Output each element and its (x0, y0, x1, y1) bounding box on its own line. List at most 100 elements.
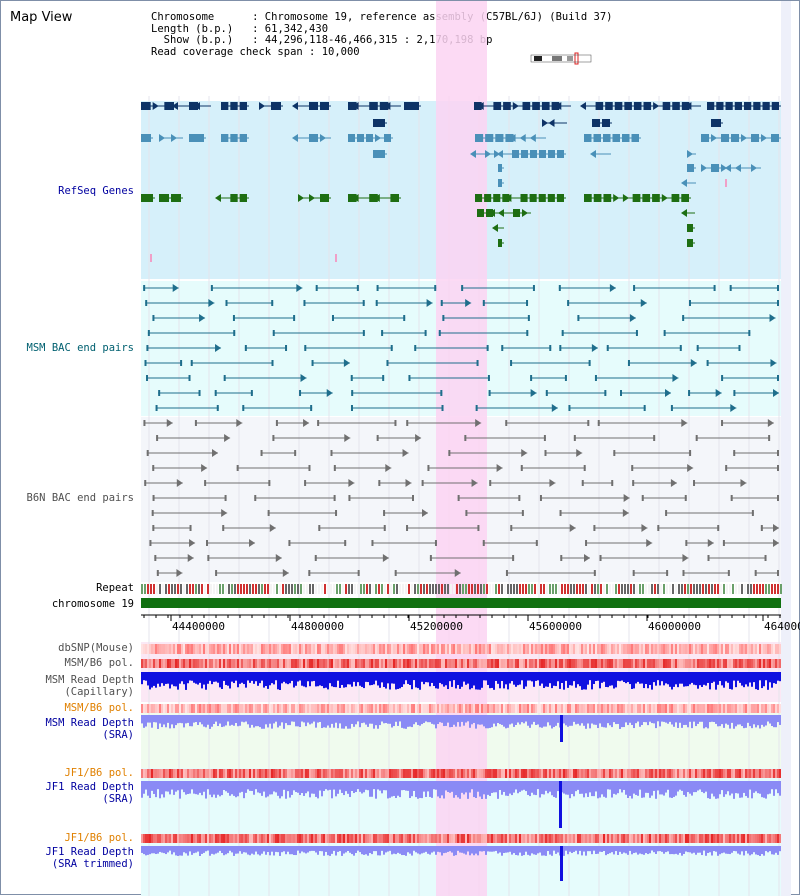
read-depth-bar (541, 846, 543, 856)
gene-exon (141, 194, 153, 202)
polymorphism-cell (285, 644, 287, 654)
polymorphism-cell (471, 704, 473, 713)
polymorphism-cell (323, 834, 325, 843)
polymorphism-cell (733, 769, 735, 778)
gene-exon (357, 134, 364, 142)
polymorphism-cell (335, 769, 337, 778)
read-depth-bar (623, 715, 625, 728)
read-depth-bar (435, 846, 437, 855)
polymorphism-cell (711, 644, 713, 654)
read-depth-bar (673, 715, 675, 727)
gene-exon (495, 134, 504, 142)
read-depth-bar (469, 781, 471, 793)
gene-exon (622, 134, 630, 142)
gene-strand-arrow (498, 209, 504, 217)
polymorphism-cell (721, 769, 723, 778)
read-depth-bar (475, 846, 477, 854)
polymorphism-cell (581, 644, 583, 654)
repeat-block (426, 584, 428, 594)
polymorphism-cell (159, 704, 161, 713)
repeat-block (216, 584, 218, 594)
read-depth-spike (560, 846, 563, 881)
polymorphism-cell (715, 644, 717, 654)
b6n-bac-arrow (549, 479, 556, 487)
read-depth-bar (223, 672, 225, 681)
polymorphism-cell (481, 644, 483, 654)
polymorphism-cell (439, 704, 441, 713)
read-depth-bar (173, 846, 175, 853)
read-depth-bar (187, 715, 189, 723)
read-depth-bar (189, 781, 191, 794)
repeat-block (612, 584, 614, 594)
read-depth-bar (453, 846, 455, 856)
polymorphism-cell (149, 834, 151, 843)
polymorphism-cell (427, 834, 429, 843)
polymorphism-cell (535, 769, 537, 778)
gene-strand-arrow (613, 194, 620, 202)
read-depth-bar (747, 672, 749, 687)
read-depth-bar (751, 715, 753, 729)
read-depth-bar (327, 672, 329, 690)
polymorphism-cell (635, 704, 637, 713)
read-depth-bar (421, 781, 423, 799)
msm-bac-arrow (690, 359, 697, 367)
polymorphism-cell (271, 644, 273, 654)
polymorphism-cell (483, 834, 485, 843)
read-depth-bar (573, 846, 575, 852)
polymorphism-cell (583, 704, 585, 713)
polymorphism-cell (443, 659, 445, 668)
read-depth-bar (303, 715, 305, 723)
b6n-bac-end (631, 465, 634, 471)
polymorphism-cell (497, 769, 499, 778)
polymorphism-cell (403, 644, 405, 654)
polymorphism-cell (587, 769, 589, 778)
polymorphism-cell (633, 659, 635, 668)
polymorphism-cell (147, 834, 149, 843)
read-depth-bar (525, 846, 527, 852)
repeat-block (339, 584, 341, 594)
polymorphism-cell (189, 644, 191, 654)
read-depth-bar (551, 672, 553, 689)
polymorphism-cell (697, 834, 699, 843)
polymorphism-cell (233, 659, 235, 668)
polymorphism-cell (259, 659, 261, 668)
read-depth-bar (685, 846, 687, 852)
gene-exon (404, 102, 419, 110)
read-depth-bar (661, 846, 663, 852)
repeat-block (144, 584, 146, 594)
read-depth-bar (169, 846, 171, 851)
read-depth-bar (549, 846, 551, 855)
read-depth-bar (223, 781, 225, 791)
polymorphism-cell (633, 769, 635, 778)
polymorphism-cell (395, 659, 397, 668)
polymorphism-cell (757, 659, 759, 668)
polymorphism-cell (655, 769, 657, 778)
read-depth-bar (691, 672, 693, 683)
polymorphism-cell (531, 769, 533, 778)
polymorphism-cell (587, 644, 589, 654)
gene-strand-arrow (492, 224, 498, 232)
gene-exon (309, 102, 318, 110)
polymorphism-cell (177, 769, 179, 778)
polymorphism-cell (337, 659, 339, 668)
read-depth-bar (331, 846, 333, 854)
polymorphism-cell (313, 644, 315, 654)
polymorphism-cell (331, 659, 333, 668)
polymorphism-cell (427, 659, 429, 668)
read-depth-bar (513, 715, 515, 727)
polymorphism-cell (563, 644, 565, 654)
polymorphism-cell (497, 644, 499, 654)
polymorphism-cell (181, 769, 183, 778)
b6n-bac-arrow (641, 524, 648, 532)
read-depth-bar (751, 672, 753, 687)
polymorphism-cell (367, 704, 369, 713)
polymorphism-cell (683, 834, 685, 843)
read-depth-bar (563, 672, 565, 690)
polymorphism-cell (161, 644, 163, 654)
msm-bac-end (643, 405, 646, 411)
read-depth-bar (325, 715, 327, 728)
read-depth-bar (675, 715, 677, 723)
read-depth-bar (353, 781, 355, 794)
b6n-bac-end (768, 435, 771, 441)
